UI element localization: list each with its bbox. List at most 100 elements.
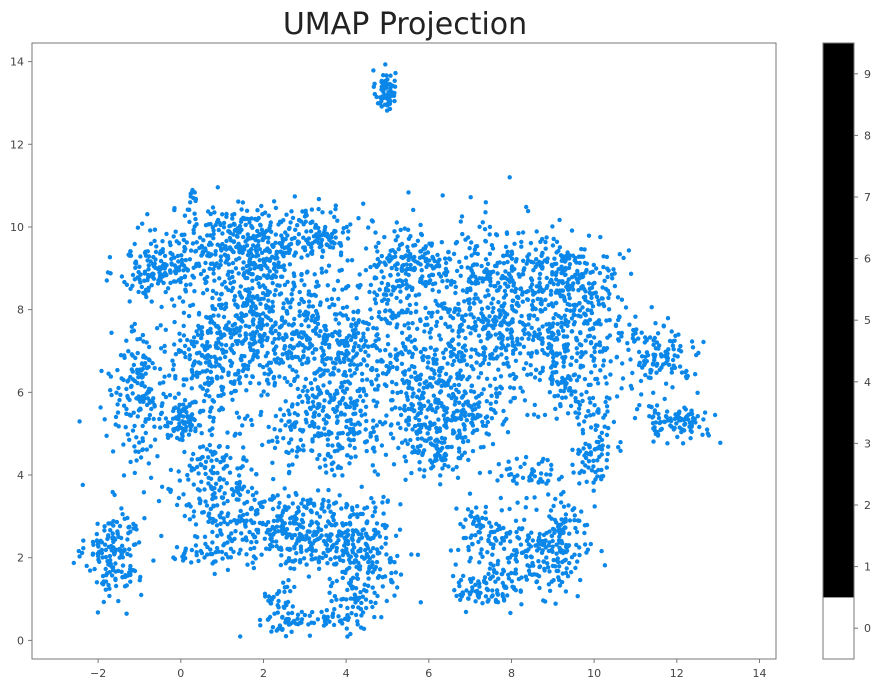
data-point — [463, 335, 468, 341]
data-point — [126, 349, 131, 354]
data-point — [111, 523, 116, 528]
data-point — [204, 355, 210, 361]
data-point — [326, 487, 331, 493]
data-point — [536, 414, 541, 419]
data-point — [588, 413, 593, 418]
data-point — [479, 318, 484, 324]
data-point — [418, 600, 423, 605]
data-point — [259, 340, 264, 345]
data-point — [213, 364, 218, 369]
data-point — [524, 361, 529, 366]
data-point — [578, 314, 583, 319]
data-point — [374, 326, 379, 331]
data-point — [661, 323, 666, 328]
data-point — [275, 493, 280, 498]
data-point — [105, 270, 111, 275]
data-point — [385, 333, 390, 339]
data-point — [193, 400, 198, 405]
data-point — [351, 345, 357, 350]
data-point — [366, 353, 371, 358]
data-point — [326, 499, 331, 504]
data-point — [497, 284, 503, 290]
data-point — [375, 400, 380, 405]
data-point — [212, 449, 217, 455]
data-point — [429, 326, 434, 332]
data-point — [654, 370, 659, 375]
data-point — [311, 501, 317, 506]
data-point — [292, 316, 297, 322]
data-point — [317, 452, 322, 458]
data-point — [334, 388, 339, 393]
data-point — [242, 501, 247, 506]
data-point — [129, 352, 134, 357]
data-point — [299, 335, 305, 340]
data-point — [240, 266, 246, 271]
data-point — [404, 391, 409, 396]
data-point — [477, 224, 482, 229]
data-point — [212, 354, 217, 359]
data-point — [203, 392, 208, 398]
data-point — [205, 388, 210, 393]
data-point — [621, 255, 626, 261]
data-point — [106, 521, 111, 526]
data-point — [277, 374, 282, 379]
data-point — [423, 251, 428, 256]
data-point — [236, 199, 241, 204]
data-point — [672, 425, 677, 431]
data-point — [260, 522, 265, 527]
data-point — [310, 609, 315, 615]
data-point — [345, 258, 350, 263]
data-point — [212, 278, 217, 283]
data-point — [454, 268, 460, 274]
data-point — [351, 355, 356, 360]
data-point — [473, 274, 478, 279]
data-point — [563, 354, 568, 360]
data-point — [285, 353, 290, 358]
data-point — [341, 356, 347, 361]
data-point — [634, 327, 639, 332]
data-point — [294, 526, 300, 532]
data-point — [277, 241, 282, 246]
data-point — [370, 570, 375, 575]
data-point — [320, 359, 325, 364]
data-point — [454, 239, 460, 245]
data-point — [416, 411, 421, 416]
data-point — [389, 379, 395, 385]
data-point — [140, 436, 145, 441]
data-point — [77, 419, 82, 424]
data-point — [431, 376, 436, 381]
data-point — [605, 451, 610, 457]
data-point — [169, 297, 175, 302]
data-point — [237, 223, 243, 229]
data-point — [230, 260, 236, 266]
data-point — [172, 255, 177, 260]
data-point — [562, 298, 568, 303]
data-point — [441, 413, 446, 418]
data-point — [255, 511, 260, 516]
data-point — [327, 590, 332, 595]
data-point — [620, 376, 626, 381]
data-point — [306, 299, 312, 304]
data-point — [303, 417, 309, 422]
data-point — [194, 370, 199, 375]
data-point — [395, 234, 400, 239]
data-point — [395, 390, 400, 396]
data-point — [424, 264, 429, 270]
data-point — [138, 455, 144, 460]
data-point — [110, 535, 116, 540]
data-point — [388, 577, 394, 583]
data-point — [189, 341, 195, 347]
data-point — [473, 347, 478, 353]
data-point — [403, 438, 408, 443]
data-point — [574, 378, 580, 383]
data-point — [388, 398, 394, 403]
data-point — [367, 289, 372, 295]
data-point — [554, 353, 559, 358]
data-point — [201, 268, 207, 273]
data-point — [224, 463, 230, 469]
data-point — [334, 597, 339, 602]
data-point — [456, 312, 461, 317]
data-point — [307, 613, 312, 618]
data-point — [330, 614, 335, 619]
data-point — [148, 241, 154, 246]
